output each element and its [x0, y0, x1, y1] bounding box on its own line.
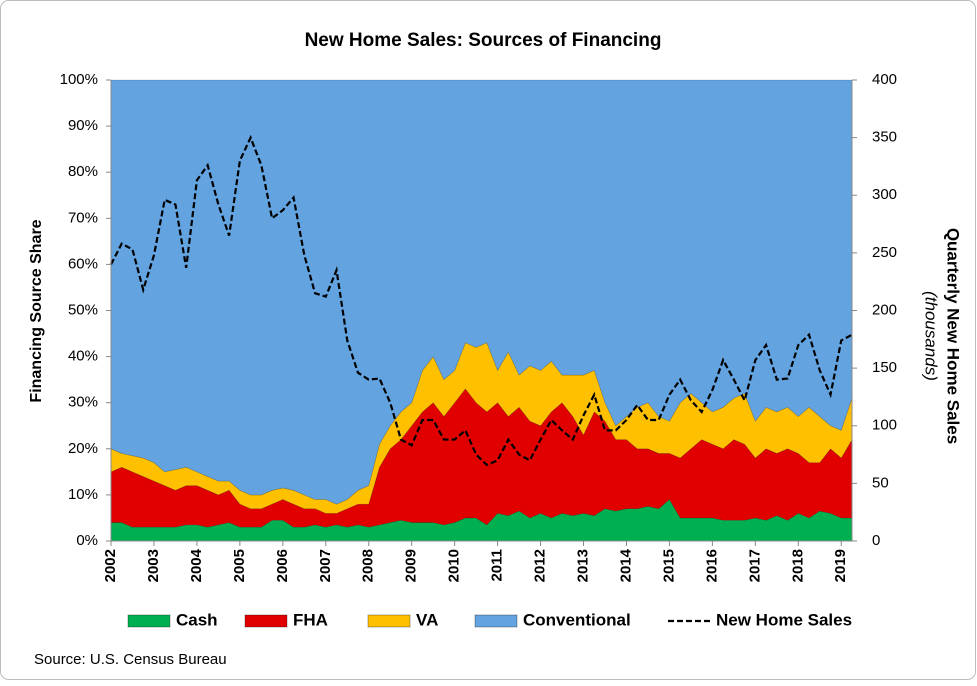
legend-label: VA — [416, 610, 438, 629]
legend-swatch — [244, 614, 288, 628]
y2-axis-subtitle: (thousands) — [922, 291, 941, 381]
y-tick-label: 90% — [68, 117, 98, 134]
legend-label: New Home Sales — [716, 610, 852, 629]
y2-axis-title: Quarterly New Home Sales — [944, 228, 963, 444]
y-axis-title: Financing Source Share — [28, 219, 45, 402]
y2-tick-label: 0 — [872, 532, 880, 549]
legend-label: FHA — [293, 610, 328, 629]
x-tick-label: 2018 — [789, 549, 806, 582]
y2-tick-label: 100 — [872, 417, 897, 434]
x-tick-label: 2019 — [832, 549, 849, 582]
x-tick-label: 2011 — [489, 549, 506, 582]
legend-swatch — [127, 614, 171, 628]
x-tick-label: 2012 — [532, 549, 549, 582]
y-tick-label: 30% — [68, 394, 98, 411]
y-tick-label: 0% — [76, 532, 98, 549]
legend-swatch — [474, 614, 518, 628]
x-tick-label: 2014 — [617, 548, 634, 582]
x-tick-label: 2013 — [574, 549, 591, 582]
sales-line — [110, 134, 853, 467]
x-tick-label: 2002 — [102, 549, 119, 582]
y2-tick-label: 350 — [872, 129, 897, 146]
x-tick-label: 2009 — [403, 549, 420, 582]
x-tick-label: 2005 — [231, 549, 248, 582]
x-tick-label: 2015 — [660, 549, 677, 582]
y-tick-label: 60% — [68, 255, 98, 272]
y-tick-label: 20% — [68, 440, 98, 457]
y2-tick-label: 400 — [872, 71, 897, 88]
x-tick-label: 2003 — [145, 549, 162, 582]
y2-tick-label: 150 — [872, 359, 897, 376]
x-tick-label: 2016 — [703, 549, 720, 582]
chart-title: New Home Sales: Sources of Financing — [305, 30, 662, 51]
x-tick-label: 2010 — [446, 549, 463, 582]
plot-area — [110, 79, 853, 542]
y-tick-label: 70% — [68, 209, 98, 226]
legend-label: Conventional — [523, 610, 631, 629]
y2-tick-label: 300 — [872, 186, 897, 203]
x-tick-label: 2017 — [746, 549, 763, 582]
source-note: Source: U.S. Census Bureau — [34, 651, 227, 668]
y2-tick-label: 200 — [872, 301, 897, 318]
x-tick-label: 2007 — [317, 549, 334, 582]
y-tick-label: 40% — [68, 348, 98, 365]
legend-swatch — [367, 614, 411, 628]
x-tick-label: 2004 — [188, 548, 205, 582]
y2-tick-label: 50 — [872, 474, 889, 491]
x-tick-label: 2008 — [360, 549, 377, 582]
y-tick-label: 50% — [68, 301, 98, 318]
y-tick-label: 80% — [68, 163, 98, 180]
x-tick-label: 2006 — [274, 549, 291, 582]
legend-label: Cash — [176, 610, 218, 629]
y2-tick-label: 250 — [872, 244, 897, 261]
y-tick-label: 100% — [60, 71, 98, 88]
y-tick-label: 10% — [68, 486, 98, 503]
